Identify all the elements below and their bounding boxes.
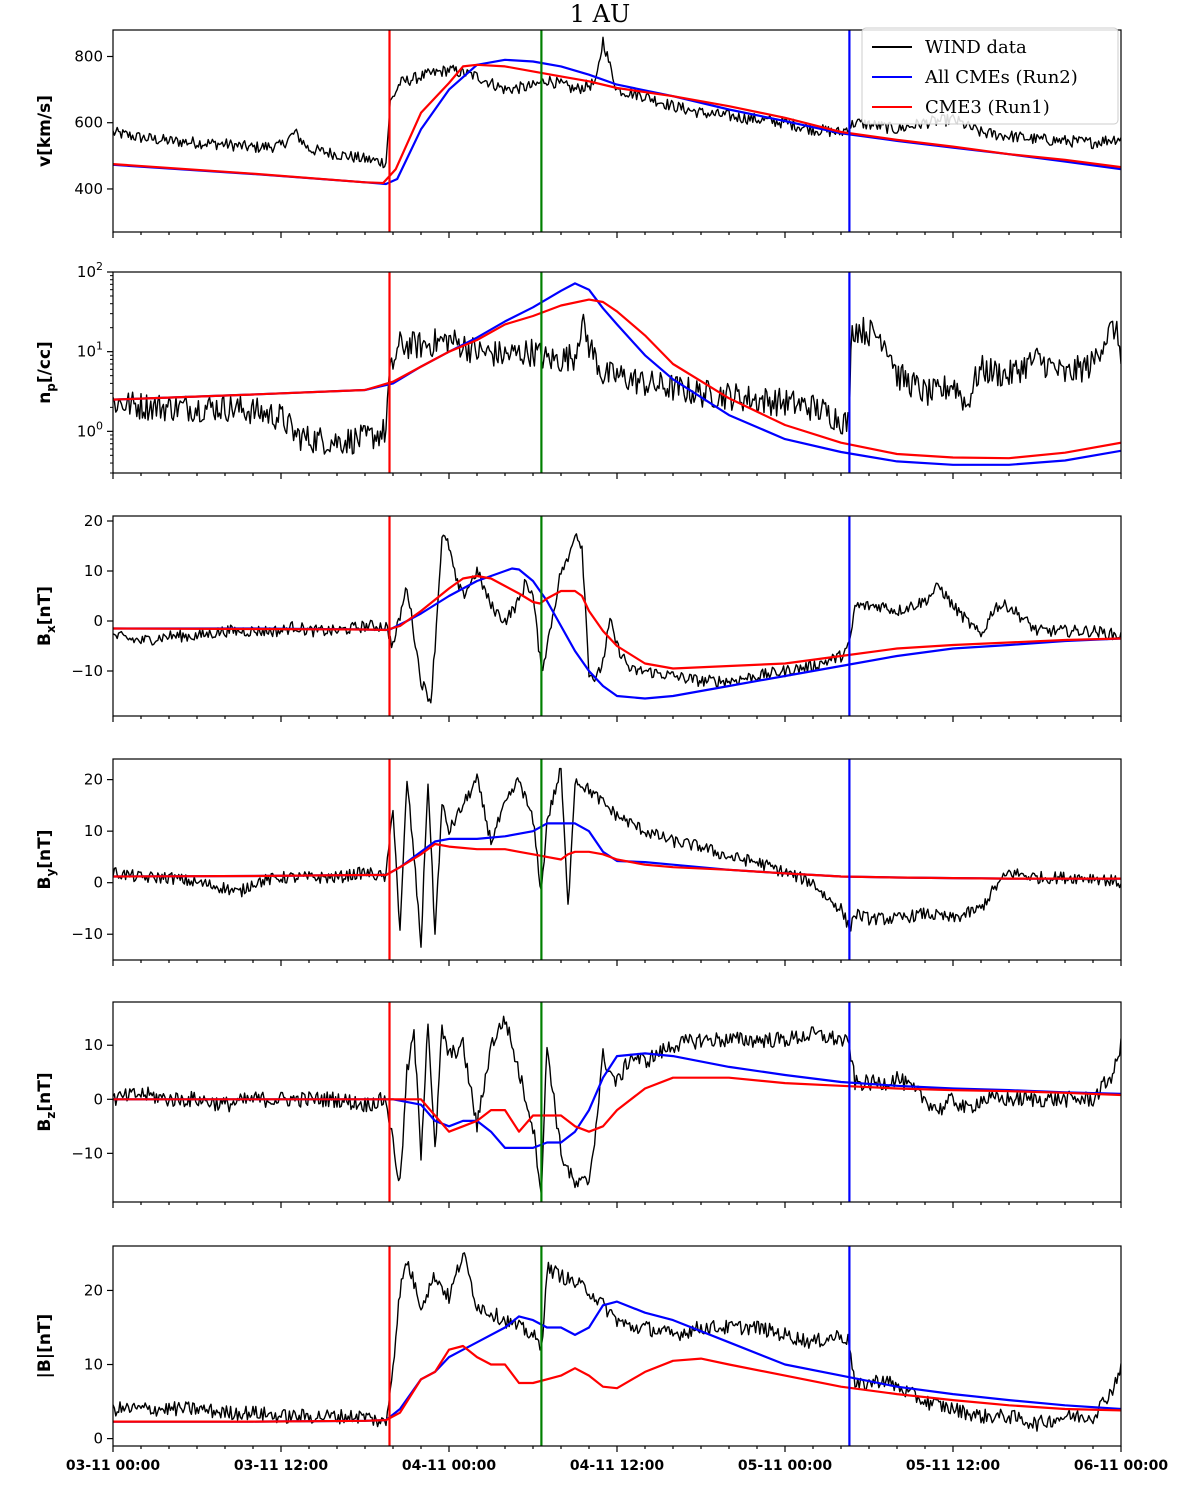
ytick-label-by-1: 0 (93, 874, 103, 892)
legend-label-wind: WIND data (925, 37, 1027, 58)
panel-btot: 0 10 20 |B|[nT] (35, 1245, 1122, 1452)
ytick-label-by-3: 20 (84, 771, 103, 789)
series-bx-run2 (113, 567, 1121, 700)
ytick-label-by-2: 10 (84, 822, 103, 840)
series-density-run1 (113, 298, 1121, 460)
xtick-label-1: 03-11 12:00 (234, 1458, 328, 1474)
ytick-label-velocity-2: 800 (74, 47, 103, 65)
series-btot-run1 (113, 1344, 1121, 1423)
ytick-label-bx-0: −10 (71, 662, 103, 680)
ytick-label-btot-0: 0 (93, 1430, 103, 1448)
ytick-label-bx-1: 0 (93, 612, 103, 630)
x-tick-labels: 03-11 00:00 03-11 12:00 04-11 00:00 04-11 1… (66, 1458, 1168, 1474)
panel-bx: −10 0 10 20 Bx[nT] (35, 512, 1122, 722)
ylabel-by: By[nT] (35, 829, 58, 889)
ytick-label-bx-2: 10 (84, 562, 103, 580)
series-density-wind (113, 313, 1121, 455)
series-by-wind (113, 767, 1121, 948)
ytick-label-bz-0: −10 (71, 1144, 103, 1162)
series-btot-run2 (113, 1300, 1121, 1423)
series-by-run1 (113, 842, 1121, 880)
ytick-label-btot-2: 20 (84, 1281, 103, 1299)
figure-title: 1 AU (570, 0, 630, 28)
ytick-label-bz-2: 10 (84, 1036, 103, 1054)
series-by-run2 (113, 822, 1121, 880)
xtick-label-6: 06-11 00:00 (1074, 1458, 1168, 1474)
ytick-label-bx-3: 20 (84, 512, 103, 530)
ytick-label-velocity-1: 600 (74, 114, 103, 132)
series-bx-run1 (113, 574, 1121, 670)
series-btot-wind (113, 1252, 1121, 1432)
panels-group: 400600800v[km/s]100101102np[/cc]−1001020… (35, 29, 1122, 1452)
xtick-label-3: 04-11 12:00 (570, 1458, 664, 1474)
ylabel-density: np[/cc] (35, 341, 58, 404)
panel-bz: −10 0 10 Bz[nT] (35, 1001, 1122, 1208)
panel-by: −10 0 10 20 By[nT] (35, 758, 1122, 966)
xtick-label-5: 05-11 12:00 (906, 1458, 1000, 1474)
ylabel-bx: Bx[nT] (35, 586, 58, 646)
ytick-label-by-0: −10 (71, 925, 103, 943)
legend: WIND data All CMEs (Run2) CME3 (Run1) (861, 27, 1119, 125)
axes-frame-bx (112, 515, 1122, 717)
ytick-label-velocity-0: 400 (74, 180, 103, 198)
ytick-label-density-2: 102 (77, 260, 103, 281)
xtick-label-2: 04-11 00:00 (402, 1458, 496, 1474)
ylabel-velocity: v[km/s] (35, 95, 55, 167)
series-velocity-run1 (113, 63, 1121, 185)
legend-label-run1: CME3 (Run1) (925, 97, 1050, 118)
ylabel-bz: Bz[nT] (35, 1072, 58, 1131)
series-bz-run1 (113, 1076, 1121, 1133)
panel-velocity: 400 600 800 v[km/s] (35, 29, 1122, 238)
xtick-label-4: 05-11 00:00 (738, 1458, 832, 1474)
ytick-label-btot-1: 10 (84, 1356, 103, 1374)
ytick-label-density-1: 101 (77, 340, 103, 361)
panel-density: 100 101 102 np[/cc] (35, 260, 1122, 479)
series-bz-wind (113, 1015, 1121, 1195)
legend-label-run2: All CMEs (Run2) (924, 67, 1078, 88)
xtick-label-0: 03-11 00:00 (66, 1458, 160, 1474)
series-bz-run2 (113, 1052, 1121, 1149)
ylabel-btot: |B|[nT] (35, 1314, 55, 1379)
series-bx-wind (113, 533, 1121, 704)
ytick-label-density-0: 100 (77, 419, 103, 440)
ytick-label-bz-1: 0 (93, 1090, 103, 1108)
legend-box (861, 27, 1119, 125)
